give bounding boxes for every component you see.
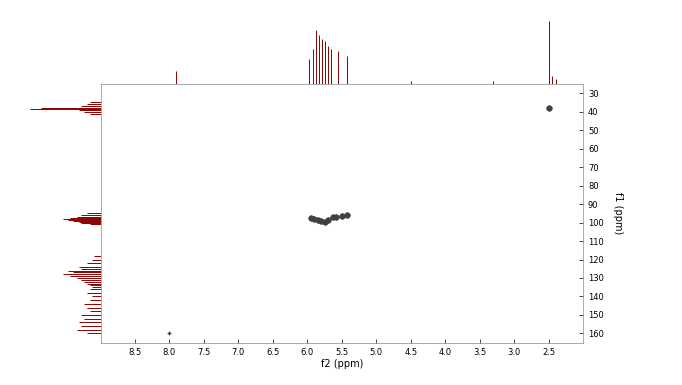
X-axis label: f2 (ppm): f2 (ppm) — [321, 359, 363, 369]
Y-axis label: f1 (ppm): f1 (ppm) — [613, 192, 623, 234]
